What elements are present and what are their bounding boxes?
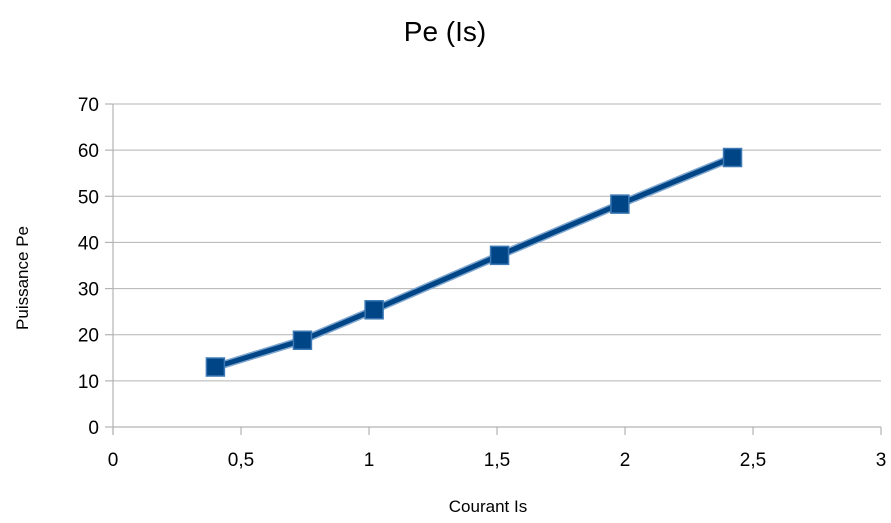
data-point: [364, 300, 384, 320]
x-tick-label: 3: [876, 450, 887, 471]
y-tick-label: 70: [78, 95, 99, 116]
x-tick-label: 2: [620, 450, 631, 471]
y-tick-label: 40: [78, 233, 99, 254]
y-tick-labels: 0 10 20 30 40 50 60 70: [78, 95, 99, 439]
data-point: [489, 245, 510, 266]
y-tick-label: 0: [88, 418, 99, 439]
y-tick-label: 30: [78, 280, 99, 301]
data-point: [610, 194, 630, 214]
series: [205, 147, 743, 377]
series-line: [212, 155, 736, 370]
x-tick-label: 1,5: [484, 450, 510, 471]
data-point: [205, 357, 226, 377]
y-tick-label: 10: [78, 372, 99, 393]
x-tick-label: 1: [364, 450, 375, 471]
data-point: [292, 330, 313, 351]
y-tick-label: 50: [78, 187, 99, 208]
x-tick-label: 0,5: [228, 450, 254, 471]
grid-lines: [113, 103, 881, 428]
y-axis-label: Puissance Pe: [13, 226, 32, 330]
x-tick-label: 2,5: [740, 450, 766, 471]
chart-title: Pe (Is): [404, 16, 486, 47]
x-tick-labels: 0 0,5 1 1,5 2 2,5 3: [108, 450, 887, 471]
y-tick-label: 60: [78, 141, 99, 162]
axes: [105, 103, 882, 435]
x-axis-label: Courant Is: [449, 497, 527, 516]
data-point: [722, 147, 743, 168]
x-tick-label: 0: [108, 450, 119, 471]
y-tick-label: 20: [78, 326, 99, 347]
